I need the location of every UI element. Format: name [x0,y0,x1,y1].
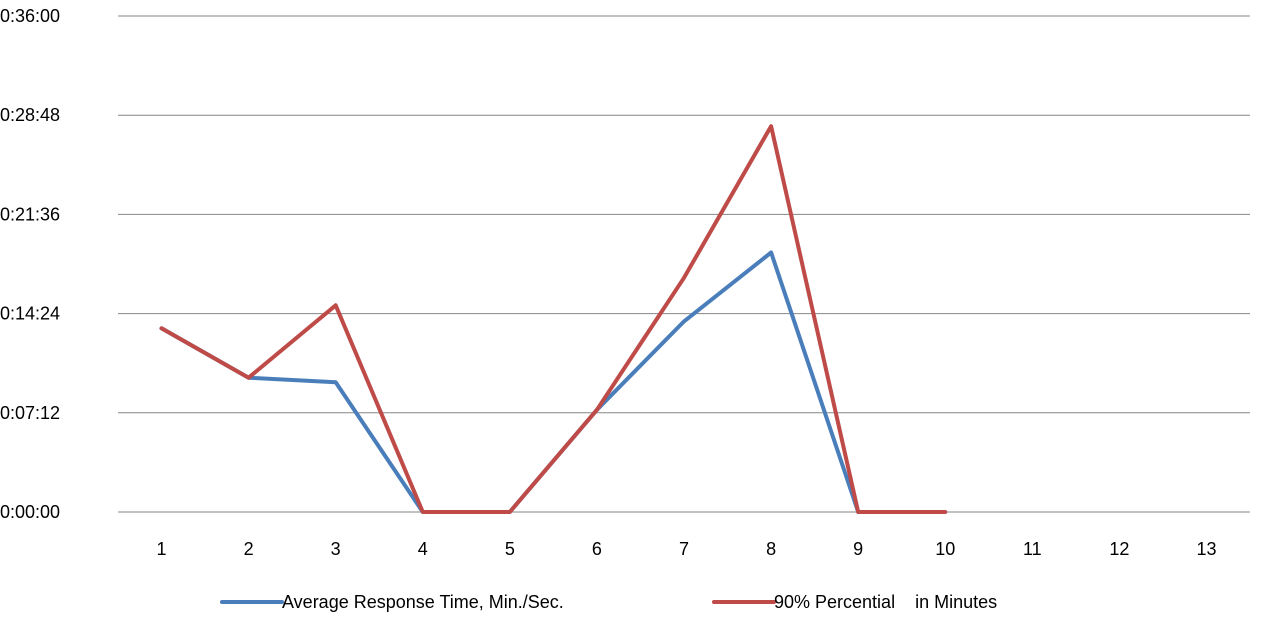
x-tick-label: 10 [935,539,955,559]
data-point-series-2 [421,510,425,514]
data-point-series-2 [595,408,599,412]
legend-item-1: Average Response Time, Min./Sec. [220,592,564,612]
x-tick-label: 11 [1023,539,1042,559]
legend: Average Response Time, Min./Sec. 90% Perc… [220,592,997,612]
data-point-series-1 [682,319,686,323]
x-tick-label: 12 [1109,539,1129,559]
legend-item-2: 90% Percential in Minutes [712,592,997,612]
x-tick-label: 9 [853,539,863,559]
y-tick-label: 0:07:12 [0,403,60,423]
data-point-series-2 [334,303,338,307]
data-point-series-2 [508,510,512,514]
y-tick-label: 0:36:00 [0,6,60,26]
legend-label: Average Response Time, Min./Sec. [282,592,564,612]
series-line-1 [159,250,861,514]
data-point-series-2 [160,326,164,330]
data-point-series-2 [247,376,251,380]
y-tick-label: 0:28:48 [0,105,60,125]
data-point-series-1 [334,380,338,384]
y-axis-tick-labels: 0:00:00 0:07:12 0:14:24 0:21:36 0:28:48 0:36:… [0,6,60,522]
y-tick-label: 0:21:36 [0,204,60,224]
data-point-series-2 [769,124,773,128]
x-axis-tick-labels: 1 2 3 4 5 6 7 8 9 10 11 12 13 [157,539,1217,559]
x-tick-label: 3 [331,539,341,559]
data-point-series-1 [769,251,773,255]
y-tick-label: 0:00:00 [0,502,60,522]
x-tick-label: 7 [679,539,689,559]
legend-label: 90% Percential in Minutes [774,592,997,612]
gridlines [118,15,1250,513]
series-lines [159,124,948,514]
x-tick-label: 8 [766,539,776,559]
series-line-2 [159,124,948,514]
x-tick-label: 4 [418,539,428,559]
x-tick-label: 1 [157,539,167,559]
data-point-series-2 [856,510,860,514]
data-point-series-2 [943,510,947,514]
data-point-series-2 [682,276,686,280]
x-tick-label: 2 [244,539,254,559]
x-tick-label: 5 [505,539,515,559]
y-tick-label: 0:14:24 [0,304,60,324]
x-tick-label: 13 [1196,539,1216,559]
x-tick-label: 6 [592,539,602,559]
